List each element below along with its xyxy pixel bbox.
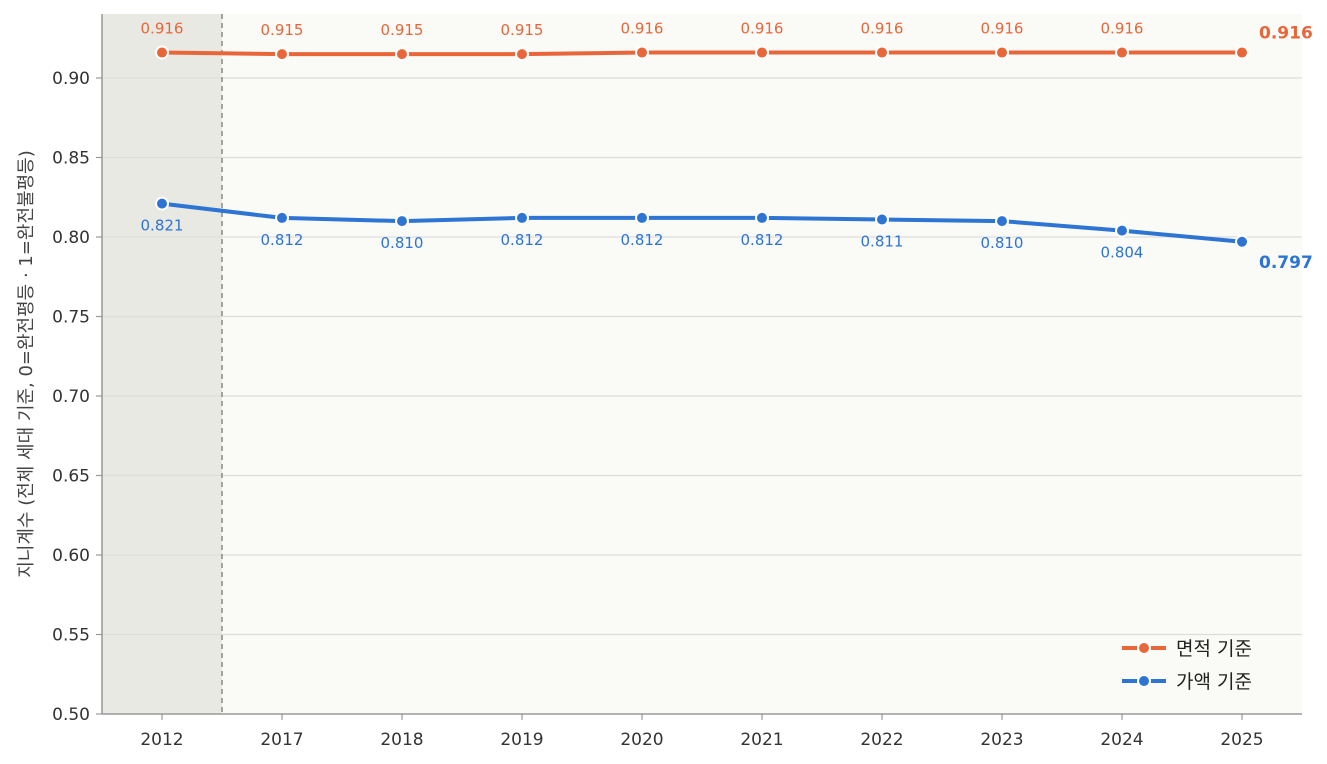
x-tick-label: 2021 bbox=[740, 730, 783, 750]
data-point bbox=[155, 45, 169, 60]
data-point bbox=[1115, 223, 1129, 238]
series-value-basis: 0.821 0.812 0.810 0.812 0.812 0.812 0.811 0.810… bbox=[141, 196, 1313, 273]
data-point bbox=[635, 210, 649, 225]
data-point bbox=[1235, 234, 1249, 249]
data-point bbox=[995, 214, 1009, 229]
data-point bbox=[395, 47, 409, 62]
data-point bbox=[515, 47, 529, 62]
x-tick-label: 2024 bbox=[1100, 730, 1143, 750]
series-line bbox=[160, 50, 1244, 57]
gridlines bbox=[102, 77, 1302, 636]
x-tick-label: 2012 bbox=[140, 730, 183, 750]
data-label: 0.812 bbox=[621, 231, 664, 249]
y-tick-label: 0.65 bbox=[52, 467, 90, 487]
data-label: 0.810 bbox=[981, 234, 1024, 252]
x-tick-label: 2019 bbox=[500, 730, 543, 750]
y-tick-label: 0.70 bbox=[52, 387, 90, 407]
legend-swatch-marker bbox=[1137, 674, 1151, 688]
data-label: 0.915 bbox=[501, 21, 544, 39]
y-tick-label: 0.85 bbox=[52, 149, 90, 169]
legend-label: 면적 기준 bbox=[1176, 638, 1252, 660]
data-label: 0.810 bbox=[381, 234, 424, 252]
data-point bbox=[155, 196, 169, 211]
data-point bbox=[275, 47, 289, 62]
x-tick-label: 2017 bbox=[260, 730, 303, 750]
data-label: 0.916 bbox=[621, 20, 664, 38]
data-point bbox=[1115, 45, 1129, 60]
y-tick-label: 0.60 bbox=[52, 546, 90, 566]
data-point bbox=[875, 212, 889, 227]
shaded-period bbox=[102, 14, 222, 714]
x-tick-label: 2025 bbox=[1220, 730, 1263, 750]
data-point bbox=[635, 45, 649, 60]
y-tick-label: 0.90 bbox=[52, 69, 90, 89]
x-tick-label: 2023 bbox=[980, 730, 1023, 750]
data-point bbox=[755, 210, 769, 225]
data-point bbox=[755, 45, 769, 60]
data-label: 0.811 bbox=[861, 233, 904, 251]
end-value-label: 0.916 bbox=[1259, 24, 1313, 44]
data-label: 0.916 bbox=[141, 20, 184, 38]
data-label: 0.812 bbox=[741, 231, 784, 249]
data-label: 0.821 bbox=[141, 217, 184, 235]
series-area-basis: 0.916 0.915 0.915 0.915 0.916 0.916 0.916 0.916… bbox=[141, 20, 1313, 62]
data-point bbox=[515, 210, 529, 225]
data-label: 0.916 bbox=[981, 20, 1024, 38]
y-tick-label: 0.80 bbox=[52, 228, 90, 248]
data-label: 0.804 bbox=[1101, 244, 1144, 262]
data-label: 0.916 bbox=[1101, 20, 1144, 38]
x-tick-label: 2020 bbox=[620, 730, 663, 750]
series-line bbox=[160, 201, 1244, 244]
data-point bbox=[1235, 45, 1249, 60]
plot-background bbox=[102, 14, 1302, 714]
y-axis-label: 지니계수 (전체 세대 기준, 0=완전평등 · 1=완전불평등) bbox=[16, 150, 37, 578]
data-label: 0.916 bbox=[861, 20, 904, 38]
data-label: 0.916 bbox=[741, 20, 784, 38]
data-label: 0.812 bbox=[261, 231, 304, 249]
legend-label: 가액 기준 bbox=[1176, 671, 1252, 693]
data-label: 0.812 bbox=[501, 231, 544, 249]
data-label: 0.915 bbox=[261, 21, 304, 39]
data-label: 0.915 bbox=[381, 21, 424, 39]
x-tick-label: 2022 bbox=[860, 730, 903, 750]
data-point bbox=[275, 210, 289, 225]
series-layer: 0.916 0.915 0.915 0.915 0.916 0.916 0.916 0.916… bbox=[141, 20, 1313, 273]
y-tick-label: 0.50 bbox=[52, 705, 90, 725]
x-tick-label: 2018 bbox=[380, 730, 423, 750]
x-ticks: 2012 2017 2018 2019 2020 2021 2022 2023 2024 2025 bbox=[140, 714, 1264, 750]
end-value-label: 0.797 bbox=[1259, 253, 1313, 273]
y-tick-label: 0.55 bbox=[52, 626, 90, 646]
data-point bbox=[875, 45, 889, 60]
legend-swatch-marker bbox=[1137, 641, 1151, 655]
data-point bbox=[995, 45, 1009, 60]
y-tick-label: 0.75 bbox=[52, 308, 90, 328]
y-ticks: 0.50 0.55 0.60 0.65 0.70 0.75 0.80 0.85 0.90 bbox=[52, 69, 102, 725]
data-point bbox=[395, 214, 409, 229]
